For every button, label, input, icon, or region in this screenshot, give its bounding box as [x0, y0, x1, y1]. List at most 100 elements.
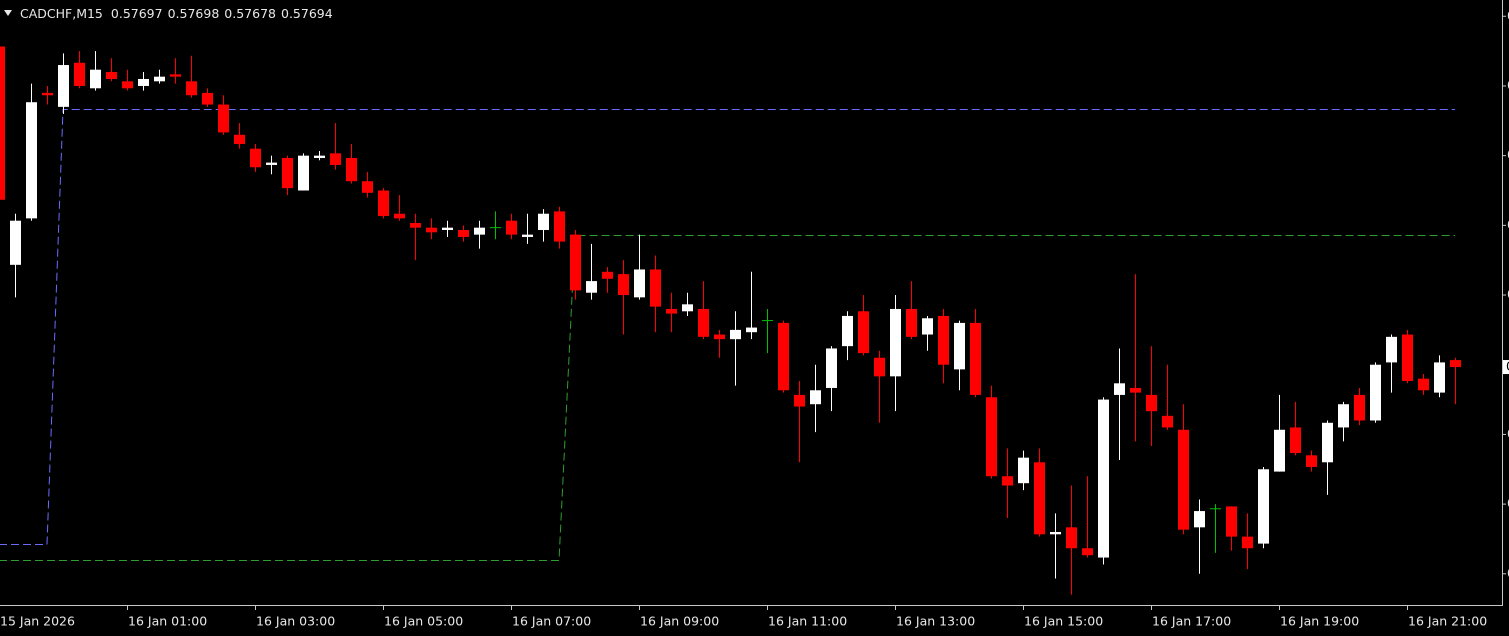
candle-body	[1290, 427, 1301, 453]
candle-body	[890, 308, 901, 377]
candle-body	[1098, 399, 1109, 558]
candle-body	[0, 46, 5, 200]
candle-body	[1402, 334, 1413, 381]
candle-body	[266, 162, 277, 165]
candle	[1306, 450, 1317, 472]
candle-body	[186, 81, 197, 96]
candle	[74, 51, 85, 89]
candle	[890, 295, 901, 412]
candle-body	[666, 308, 677, 314]
candle-body	[106, 72, 117, 79]
candle	[986, 385, 997, 479]
candle-body	[986, 397, 997, 477]
candle-body	[1370, 364, 1381, 421]
chart-header: CADCHF,M15 0.57697 0.57698 0.57678 0.57694	[20, 6, 333, 21]
y-tick-label: 0.57845	[1507, 8, 1509, 23]
candle-body	[1002, 476, 1013, 486]
candle-body	[938, 315, 949, 365]
candle	[634, 234, 645, 300]
candle	[1418, 374, 1429, 395]
candle-body	[426, 227, 437, 233]
candle	[810, 364, 821, 433]
candle	[250, 144, 261, 172]
candle	[298, 153, 309, 191]
candle-body	[1258, 469, 1269, 544]
candle-body	[1434, 362, 1445, 393]
candle-body	[522, 234, 533, 237]
candle-body	[698, 308, 709, 337]
candle	[1258, 466, 1269, 549]
candle	[522, 213, 533, 244]
candle-body	[1050, 531, 1061, 535]
candle-body	[1162, 415, 1173, 428]
candle-body	[314, 155, 325, 158]
open-value: 0.57697	[111, 6, 163, 21]
candle-body	[1418, 378, 1429, 391]
candle	[394, 195, 405, 221]
candle	[138, 72, 149, 91]
candle-body	[554, 211, 565, 242]
candle-body	[154, 76, 165, 82]
candle	[1050, 513, 1061, 579]
candle-body	[586, 281, 597, 293]
candle-body	[282, 157, 293, 189]
candle-body	[1034, 462, 1045, 535]
candle-body	[458, 229, 469, 237]
candle-body	[794, 394, 805, 407]
candle-body	[474, 227, 485, 235]
candle	[1370, 362, 1381, 423]
candle	[970, 308, 981, 398]
candle-body	[570, 234, 581, 291]
candle	[506, 213, 517, 240]
candle	[330, 123, 341, 170]
candle	[378, 188, 389, 219]
candle	[346, 144, 357, 184]
candle	[1178, 404, 1189, 535]
candle-body	[1306, 455, 1317, 467]
candle	[1146, 346, 1157, 447]
candle-body	[74, 62, 85, 86]
candle-body	[250, 148, 261, 168]
candle	[906, 281, 917, 340]
candle	[410, 213, 421, 261]
x-tick-label: 16 Jan 13:00	[896, 614, 975, 629]
candle	[170, 58, 181, 84]
x-tick-label: 16 Jan 19:00	[1280, 614, 1359, 629]
candle	[282, 155, 293, 196]
candle	[1002, 448, 1013, 519]
x-tick-label: 16 Jan 09:00	[640, 614, 719, 629]
candle-body	[714, 334, 725, 340]
y-tick-label: 0.57725	[1507, 287, 1509, 302]
candle	[602, 267, 613, 293]
menu-arrow[interactable]	[4, 10, 12, 16]
candle-body	[1274, 429, 1285, 472]
candle	[234, 123, 245, 149]
candle	[570, 229, 581, 300]
candle	[554, 206, 565, 249]
x-tick-label: 16 Jan 05:00	[384, 614, 463, 629]
x-tick-label: 16 Jan 17:00	[1152, 614, 1231, 629]
candle	[730, 311, 741, 386]
y-tick-label: 0.57755	[1507, 217, 1509, 232]
candle-body	[842, 315, 853, 347]
current-price-box	[1503, 360, 1509, 375]
candle	[666, 292, 677, 333]
candle-body	[1082, 548, 1093, 556]
candle	[1210, 504, 1221, 553]
candle-body	[442, 227, 453, 230]
candle-body	[954, 322, 965, 370]
candle	[842, 311, 853, 361]
candle-body	[346, 157, 357, 182]
candle	[826, 346, 837, 412]
candle-body	[362, 181, 373, 193]
candle-body	[778, 322, 789, 391]
candle	[586, 243, 597, 300]
candle	[1242, 513, 1253, 570]
candle-body	[506, 220, 517, 235]
candle-body	[122, 81, 133, 89]
candle	[266, 155, 277, 175]
candle-body	[58, 65, 69, 107]
candle-body	[1322, 422, 1333, 463]
